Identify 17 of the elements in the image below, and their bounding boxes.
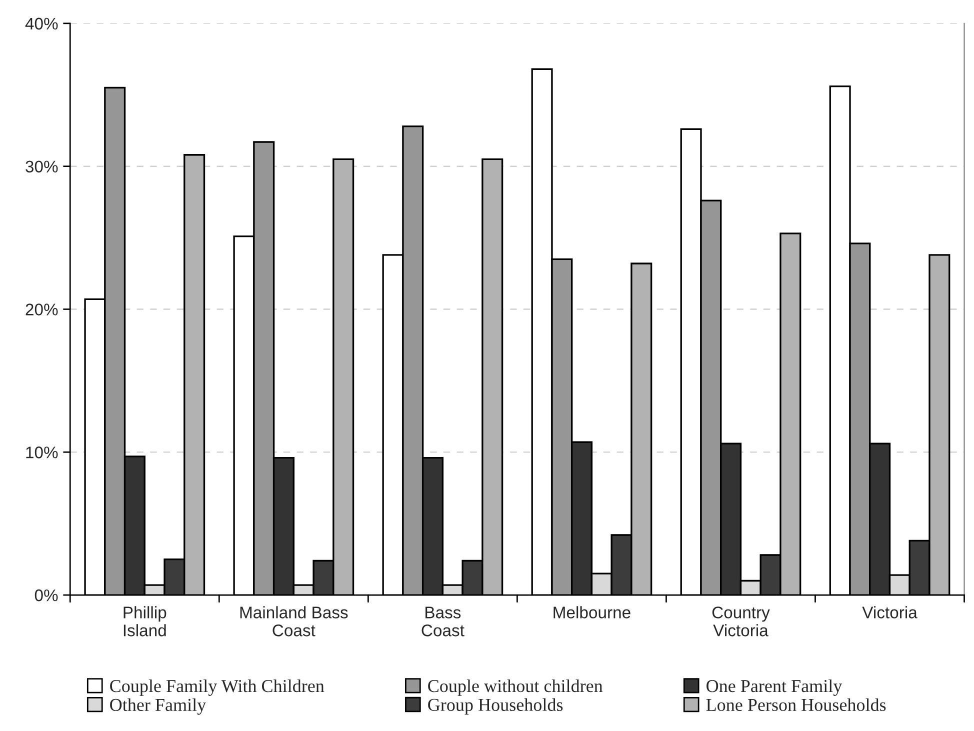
x-tick-label: Country Victoria	[712, 606, 770, 636]
y-tick-label: 10%	[26, 446, 58, 458]
y-tick-label: 40%	[25, 18, 58, 30]
x-tick-label: Phillip Island	[124, 606, 166, 636]
y-tick-label: 20%	[26, 304, 58, 316]
legend-label: Couple without children	[428, 679, 603, 696]
legend-label: One Parent Family	[706, 679, 842, 696]
legend-label: Couple Family With Children	[110, 679, 324, 696]
x-tick-label: Victoria	[862, 606, 918, 618]
x-tick-label: Mainland Bass Coast	[240, 606, 348, 636]
x-tick-label: Bass Coast	[422, 606, 464, 636]
legend-label: Lone Person Households	[706, 698, 886, 712]
legend-label: Group Households	[428, 698, 563, 715]
x-tick-label: Melbourne	[554, 606, 630, 618]
y-tick-label: 0%	[34, 589, 58, 602]
legend-label: Other Family	[110, 698, 206, 715]
y-tick-label: 30%	[26, 160, 58, 173]
